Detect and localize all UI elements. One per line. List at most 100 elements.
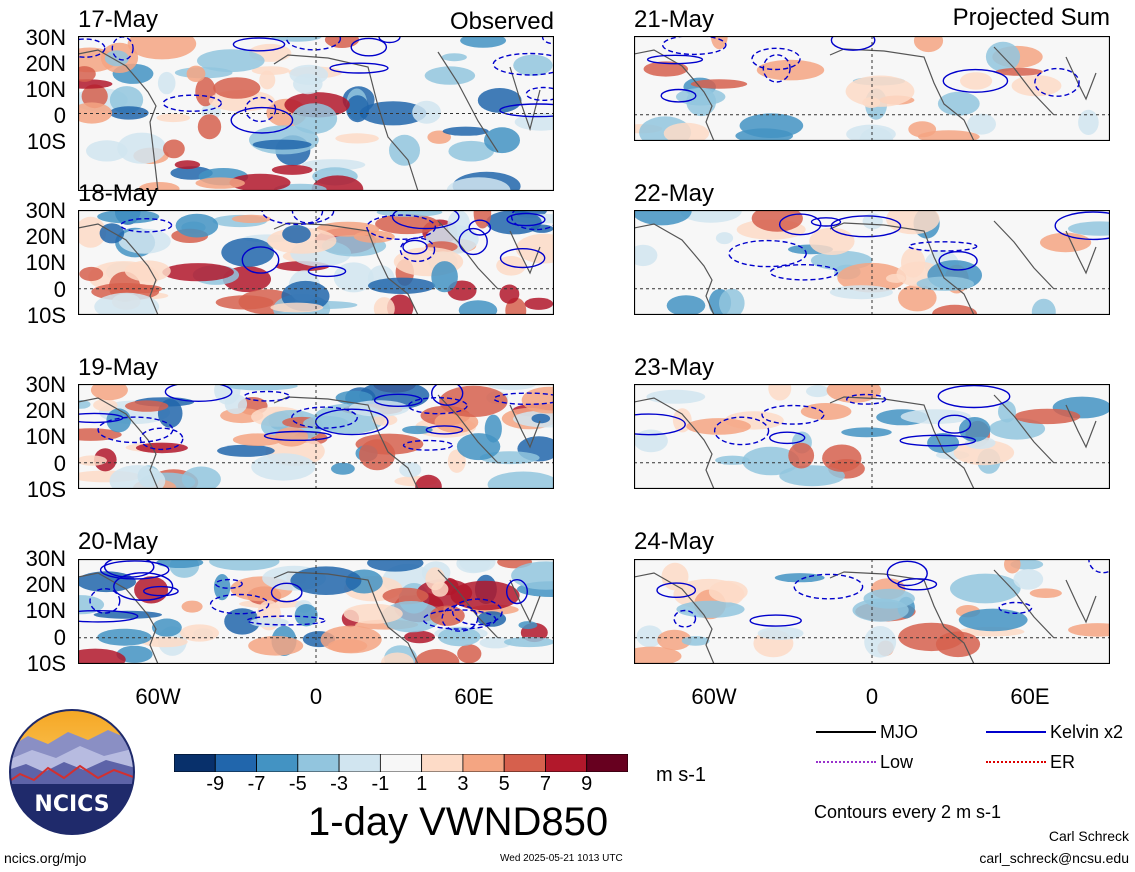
- colorbar-swatch: [462, 753, 505, 773]
- kelvin-contour: [506, 578, 529, 605]
- date-label: 21-May: [634, 6, 715, 33]
- map-panel: [634, 384, 1110, 489]
- wind-anomaly-blob: [960, 72, 993, 90]
- kelvin-contour: [113, 572, 174, 601]
- kelvin-contour: [768, 431, 806, 445]
- wind-anomaly-blob: [248, 636, 304, 656]
- map-panel: [78, 559, 554, 664]
- wind-anomaly-blob: [382, 587, 429, 605]
- wind-anomaly-blob: [252, 139, 312, 150]
- kelvin-contour: [810, 217, 842, 227]
- wind-anomaly-blob: [331, 462, 355, 475]
- wind-anomaly-blob: [86, 140, 128, 162]
- lon-label: 0: [309, 684, 323, 709]
- colorbar-tick-label: 9: [581, 773, 593, 795]
- wind-anomaly-blob: [661, 562, 689, 591]
- wind-anomaly-blob: [917, 130, 980, 141]
- wind-anomaly-blob: [389, 134, 420, 166]
- wind-anomaly-blob: [690, 79, 748, 89]
- kelvin-contour: [407, 397, 468, 415]
- colorbar-swatch: [379, 753, 423, 773]
- wind-anomaly-blob: [841, 427, 892, 438]
- lat-label: 0: [53, 277, 66, 302]
- kelvin-contour: [510, 210, 554, 231]
- wind-anomaly-blob: [504, 636, 554, 648]
- date-label: 23-May: [634, 354, 715, 381]
- panel-right-2: [634, 210, 1110, 315]
- wind-anomaly-blob: [372, 414, 398, 426]
- projected-sum-label: Projected Sum: [952, 4, 1110, 31]
- wind-anomaly-blob: [657, 629, 692, 651]
- kelvin-contour: [458, 227, 488, 256]
- wind-anomaly-blob: [932, 304, 978, 315]
- wind-anomaly-blob: [335, 133, 379, 144]
- wind-anomaly-blob: [441, 53, 467, 62]
- wind-anomaly-blob: [898, 284, 937, 312]
- kelvin-contour: [209, 593, 270, 615]
- kelvin-contour: [425, 425, 464, 435]
- legend-note: Contours every 2 m s-1: [814, 802, 1002, 822]
- footer-timestamp: Wed 2025-05-21 1013 UTC: [500, 853, 623, 864]
- wind-anomaly-blob: [125, 400, 169, 412]
- wind-anomaly-blob: [479, 637, 512, 649]
- wind-anomaly-blob: [487, 384, 537, 390]
- kelvin-contour: [164, 384, 233, 402]
- wind-anomaly-blob: [742, 446, 800, 476]
- colorbar-swatch: [545, 753, 588, 773]
- kelvin-contour: [942, 68, 1009, 93]
- kelvin-contour: [399, 237, 436, 263]
- wind-anomaly-blob: [141, 636, 188, 648]
- wind-anomaly-blob: [221, 237, 275, 267]
- lat-label: 20N: [25, 224, 66, 249]
- panel-right-3: [634, 384, 1110, 489]
- kelvin-contour: [263, 430, 332, 442]
- wind-anomaly-blob: [457, 644, 482, 664]
- coastline: [78, 220, 541, 315]
- wind-anomaly-blob: [217, 444, 275, 457]
- lon-label: 0: [865, 684, 879, 709]
- wind-anomaly-blob: [368, 277, 436, 294]
- wind-anomaly-blob: [524, 297, 554, 310]
- coastline: [634, 569, 1097, 664]
- kelvin-contour: [373, 393, 423, 407]
- wind-anomaly-blob: [138, 182, 180, 191]
- wind-anomaly-blob: [181, 600, 203, 613]
- wind-anomaly-blob: [442, 126, 489, 136]
- wind-anomaly-blob: [768, 384, 792, 401]
- wind-anomaly-blob: [367, 559, 424, 572]
- kelvin-contour: [99, 560, 170, 580]
- kelvin-contour: [493, 392, 554, 405]
- wind-anomaly-blob: [967, 113, 996, 135]
- wind-anomaly-blob: [715, 232, 734, 245]
- kelvin-contour: [937, 414, 972, 434]
- wind-anomaly-blob: [425, 567, 446, 591]
- colorbar-swatch: [338, 753, 381, 773]
- wind-anomaly-blob: [303, 415, 349, 431]
- wind-anomaly-blob: [109, 106, 149, 120]
- wind-anomaly-blob: [788, 442, 815, 469]
- wind-anomaly-blob: [680, 210, 742, 223]
- wind-anomaly-blob: [224, 394, 248, 414]
- lat-label: 0: [53, 103, 66, 128]
- wind-anomaly-blob: [415, 649, 460, 664]
- lat-label: 10S: [26, 477, 66, 502]
- wind-anomaly-blob: [90, 384, 128, 401]
- wind-anomaly-blob: [829, 285, 893, 300]
- kelvin-contour: [139, 427, 184, 451]
- wind-anomaly-blob: [81, 84, 108, 109]
- wind-anomaly-blob: [995, 67, 1043, 76]
- map-panel: [78, 36, 554, 191]
- kelvin-contour: [762, 54, 791, 83]
- date-label: 22-May: [634, 180, 715, 207]
- footer-url: ncics.org/mjo: [4, 850, 87, 866]
- wind-anomaly-blob: [845, 75, 915, 107]
- wind-anomaly-blob: [197, 49, 265, 73]
- wind-anomaly-blob: [359, 101, 427, 126]
- wind-anomaly-blob: [271, 36, 322, 42]
- kelvin-contour: [244, 96, 277, 123]
- ncics-logo: NCICS: [8, 708, 136, 836]
- kelvin-contour: [243, 390, 290, 402]
- wind-anomaly-blob: [274, 427, 309, 447]
- wind-anomaly-blob: [79, 266, 104, 282]
- wind-anomaly-blob: [473, 210, 492, 229]
